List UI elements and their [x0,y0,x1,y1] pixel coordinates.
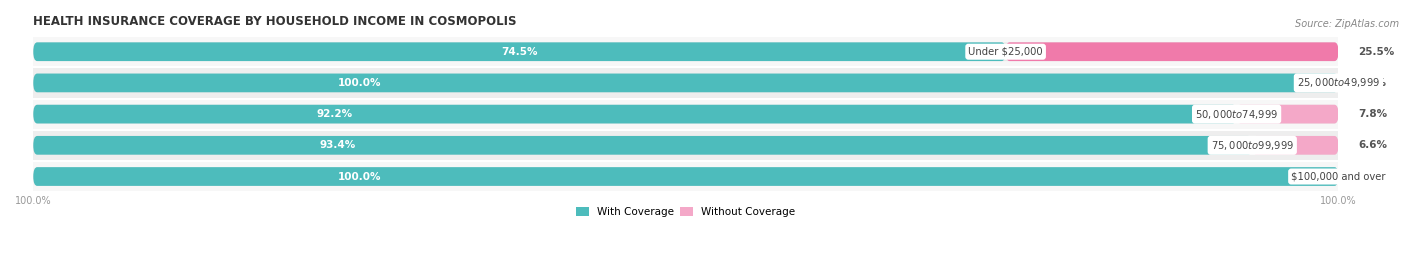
Text: $50,000 to $74,999: $50,000 to $74,999 [1195,108,1278,121]
FancyBboxPatch shape [1005,42,1339,61]
FancyBboxPatch shape [34,105,1339,123]
FancyBboxPatch shape [1253,136,1339,155]
Text: 6.6%: 6.6% [1358,140,1386,150]
Text: $75,000 to $99,999: $75,000 to $99,999 [1211,139,1294,152]
FancyBboxPatch shape [34,167,1339,186]
FancyBboxPatch shape [34,42,1005,61]
FancyBboxPatch shape [34,73,1339,92]
FancyBboxPatch shape [34,73,1339,92]
Text: 92.2%: 92.2% [316,109,352,119]
Text: 100.0%: 100.0% [337,172,381,182]
Text: 7.8%: 7.8% [1358,109,1388,119]
Text: 0.0%: 0.0% [1358,172,1386,182]
Legend: With Coverage, Without Coverage: With Coverage, Without Coverage [572,203,800,221]
FancyBboxPatch shape [34,136,1253,155]
Text: 74.5%: 74.5% [501,47,537,57]
Bar [34,161,1339,192]
Bar [34,130,1339,161]
Bar [34,36,1339,67]
FancyBboxPatch shape [34,42,1339,61]
Text: $100,000 and over: $100,000 and over [1291,172,1386,182]
Text: Under $25,000: Under $25,000 [969,47,1043,57]
FancyBboxPatch shape [34,167,1339,186]
Text: 93.4%: 93.4% [321,140,356,150]
Text: 25.5%: 25.5% [1358,47,1395,57]
Bar [34,67,1339,98]
Bar [34,98,1339,130]
Text: Source: ZipAtlas.com: Source: ZipAtlas.com [1295,19,1399,29]
FancyBboxPatch shape [1237,105,1339,123]
FancyBboxPatch shape [34,136,1339,155]
Text: HEALTH INSURANCE COVERAGE BY HOUSEHOLD INCOME IN COSMOPOLIS: HEALTH INSURANCE COVERAGE BY HOUSEHOLD I… [34,15,517,28]
Text: 0.0%: 0.0% [1358,78,1386,88]
Text: $25,000 to $49,999: $25,000 to $49,999 [1296,76,1381,89]
FancyBboxPatch shape [34,105,1237,123]
Text: 100.0%: 100.0% [337,78,381,88]
